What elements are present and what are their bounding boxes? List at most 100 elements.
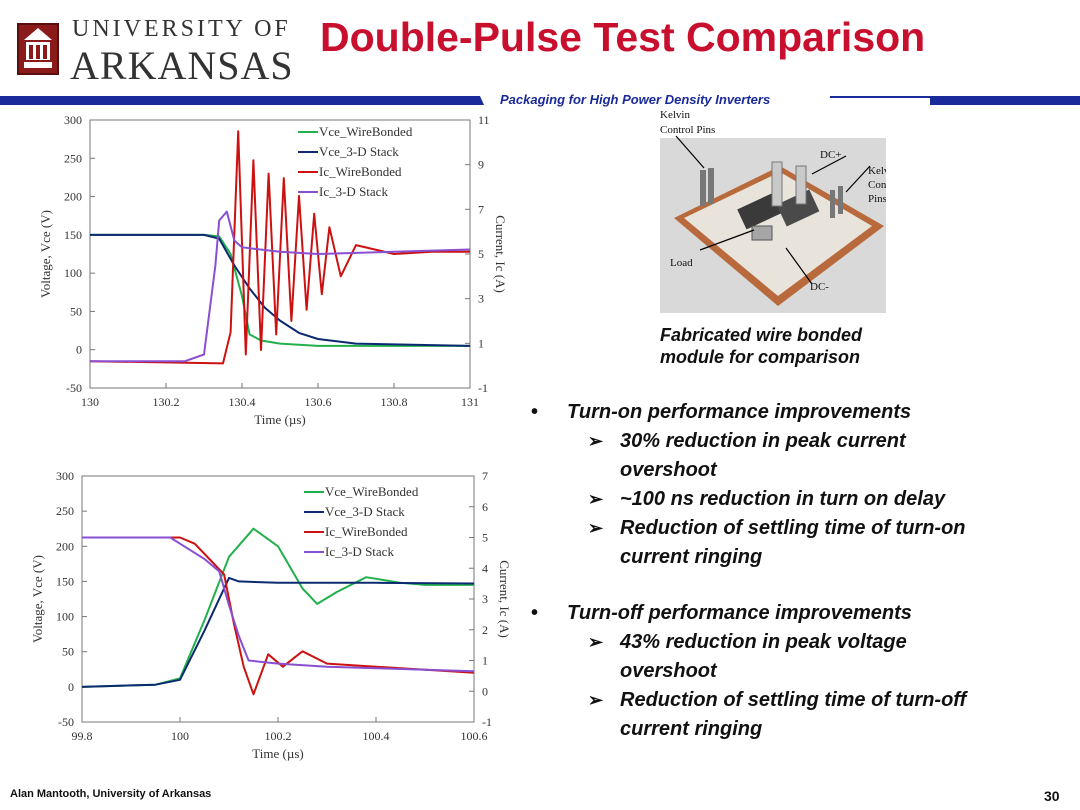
x-tick-label: 130.6 [305, 395, 332, 409]
photo-label-kelvin-2a: Kelvin [868, 165, 886, 177]
caption-line1: Fabricated wire bonded [660, 325, 863, 345]
y2-tick-label: -1 [478, 381, 488, 395]
y2-tick-label: 7 [478, 202, 484, 216]
y2-tick-label: 2 [482, 623, 488, 637]
legend-entry: Vce_WireBonded [319, 124, 413, 139]
sub-bullet-5-line1: Reduction of settling time of turn-off [620, 689, 967, 711]
photo-label-dcminus: DC- [810, 281, 829, 293]
legend-entry: Ic_WireBonded [325, 524, 408, 539]
bullet-dot: • [531, 602, 539, 624]
y-tick-label: 250 [56, 504, 74, 518]
arrow-bullet-icon: ➢ [588, 431, 604, 451]
y-axis-label: Voltage, Vce (V) [38, 210, 53, 298]
y-tick-label: 0 [76, 343, 82, 357]
y-tick-label: 0 [68, 680, 74, 694]
x-tick-label: 99.8 [72, 729, 93, 743]
y-tick-label: -50 [66, 381, 82, 395]
photo-label-kelvin-2c: Pins [868, 193, 886, 205]
legend-entry: Vce_3-D Stack [325, 504, 405, 519]
x-tick-label: 100.6 [461, 729, 488, 743]
sub-bullet-5: ➢ Reduction of settling time of turn-off… [588, 686, 967, 744]
sub-bullet-4-line2: overshoot [620, 660, 717, 682]
y-tick-label: 300 [56, 469, 74, 483]
legend-entry: Ic_WireBonded [319, 164, 402, 179]
photo-label-kelvin-2b: Control [868, 179, 886, 191]
y2-axis-label: Current, Ic (A) [493, 215, 508, 293]
y2-tick-label: 1 [478, 336, 484, 350]
y2-tick-label: 9 [478, 158, 484, 172]
y2-tick-label: 6 [482, 500, 488, 514]
series-line-ic-3-d-stack [90, 210, 471, 363]
photo-label-kelvin-1a: Kelvin [660, 109, 690, 121]
sub-bullet-2-line1: ~100 ns reduction in turn on delay [620, 488, 946, 510]
x-axis-label: Time (µs) [252, 746, 303, 761]
slide-title: Double-Pulse Test Comparison [320, 14, 926, 60]
x-axis-label: Time (µs) [254, 412, 305, 427]
series-line-ic-wirebonded [89, 130, 470, 365]
turn-on-chart: 300 250 200 150 100 50 0 -50 11 9 7 5 3 1 -1 130 130.2 13… [20, 108, 540, 443]
series-line-vce-3-d-stack [90, 233, 471, 347]
y-tick-label: 250 [64, 151, 82, 165]
y-tick-label: 200 [56, 539, 74, 553]
bullet-turn-on: • Turn-on performance improvements [531, 398, 912, 427]
x-tick-label: 100 [171, 729, 189, 743]
y-axis-label: Voltage, Vce (V) [30, 555, 45, 643]
university-seal-icon [17, 23, 59, 75]
y2-tick-label: 3 [482, 592, 488, 606]
y-tick-label: 200 [64, 190, 82, 204]
y2-tick-label: 5 [478, 247, 484, 261]
turn-off-chart: 300 250 200 150 100 50 0 -50 7 6 5 4 3 2 1 0 -1 99.8 100 10… [20, 464, 540, 774]
arrow-bullet-icon: ➢ [588, 632, 604, 652]
series-line-ic-3-d-stack [82, 536, 475, 673]
legend-entry: Vce_3-D Stack [319, 144, 399, 159]
y2-tick-label: 5 [482, 531, 488, 545]
series-line-ic-wirebonded [82, 536, 475, 696]
sub-bullet-3: ➢ Reduction of settling time of turn-on … [588, 514, 966, 572]
bullet-dot: • [531, 401, 539, 423]
y-tick-label: 150 [56, 574, 74, 588]
y-tick-label: 300 [64, 113, 82, 127]
page-number: 30 [1044, 788, 1060, 804]
y-tick-label: 150 [64, 228, 82, 242]
photo-label-load: Load [670, 257, 693, 269]
series-line-vce-wirebonded [90, 233, 470, 347]
caption-line2: module for comparison [660, 347, 861, 367]
header-band [0, 96, 1080, 105]
bullet-turn-off: • Turn-off performance improvements [531, 599, 912, 628]
y2-tick-label: 7 [482, 469, 488, 483]
series-line-vce-3-d-stack [81, 576, 475, 688]
bullet-turn-on-heading: Turn-on performance improvements [567, 401, 912, 423]
sub-bullet-1: ➢ 30% reduction in peak current overshoo… [588, 427, 906, 485]
module-photo: Kelvin Control Pins DC+ Kelvin Control P… [660, 108, 886, 313]
x-tick-label: 130.4 [229, 395, 256, 409]
sub-bullet-1-line2: overshoot [620, 459, 717, 481]
y2-axis-label: Current, Ic (A) [497, 560, 512, 638]
y2-tick-label: -1 [482, 715, 492, 729]
legend-entry: Vce_WireBonded [325, 484, 419, 499]
y2-tick-label: 0 [482, 684, 488, 698]
y-tick-label: 50 [70, 304, 82, 318]
x-tick-label: 131 [461, 395, 479, 409]
arrow-bullet-icon: ➢ [588, 518, 604, 538]
sub-bullet-2: ➢ ~100 ns reduction in turn on delay [588, 485, 946, 514]
sub-bullet-4: ➢ 43% reduction in peak voltage overshoo… [588, 628, 907, 686]
x-tick-label: 130.2 [153, 395, 180, 409]
sub-bullet-5-line2: current ringing [620, 718, 763, 740]
arrow-bullet-icon: ➢ [588, 489, 604, 509]
y-tick-label: 100 [64, 266, 82, 280]
sub-bullet-1-line1: 30% reduction in peak current [620, 430, 906, 452]
series-line-vce-wirebonded [81, 527, 474, 688]
sub-bullet-3-line2: current ringing [620, 546, 763, 568]
logo-line1: UNIVERSITY OF [72, 16, 291, 42]
sub-bullet-3-line1: Reduction of settling time of turn-on [620, 517, 966, 539]
slide-subtitle: Packaging for High Power Density Inverte… [497, 92, 774, 107]
x-tick-label: 130 [81, 395, 99, 409]
bullet-turn-off-heading: Turn-off performance improvements [567, 602, 912, 624]
legend-entry: Ic_3-D Stack [325, 544, 394, 559]
y-tick-label: 50 [62, 645, 74, 659]
x-tick-label: 100.4 [363, 729, 390, 743]
logo-line2: ARKANSAS [70, 43, 294, 88]
y2-tick-label: 1 [482, 654, 488, 668]
x-tick-label: 130.8 [381, 395, 408, 409]
y2-tick-label: 4 [482, 561, 488, 575]
